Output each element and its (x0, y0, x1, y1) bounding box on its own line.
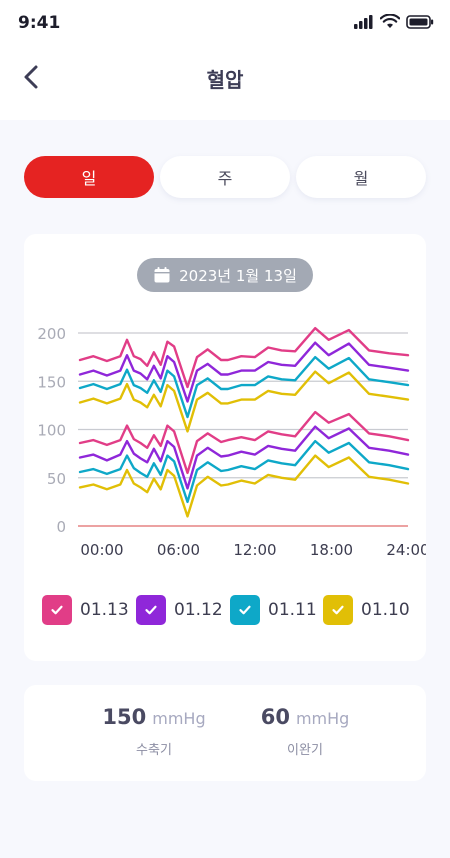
series-line-01.13 (78, 410, 410, 475)
chart-card: 200 150 100 50 0 00:00 06:00 12:00 18:00 24:00 20… (24, 234, 426, 661)
summary-card: 150 mmHg 수축기 60 mmHg 이완기 (24, 685, 426, 781)
legend-item[interactable]: 01.13 (42, 594, 129, 626)
header: 혈압 (0, 48, 450, 120)
y-tick-label: 50 (47, 470, 66, 488)
series-line-01.11 (78, 439, 410, 504)
y-tick-label: 200 (37, 325, 66, 343)
legend-label: 01.11 (268, 600, 317, 620)
status-time: 9:41 (18, 13, 61, 33)
series-line-01.12 (78, 341, 410, 403)
calendar-icon (154, 267, 170, 283)
date-selector[interactable]: 2023년 1월 13일 (137, 258, 313, 292)
signal-icon (354, 14, 373, 29)
series-line-01.13 (78, 326, 410, 389)
y-tick-label: 0 (56, 518, 66, 536)
diastolic-metric: 60 mmHg 이완기 (250, 705, 360, 758)
series-line-01.12 (78, 425, 410, 490)
blood-pressure-chart: 200 150 100 50 0 00:00 06:00 12:00 18:00 24:00 (37, 325, 426, 559)
checkbox-check-icon (332, 605, 344, 615)
diastolic-label: 이완기 (287, 743, 323, 758)
legend-checkbox[interactable] (42, 595, 72, 625)
checkbox-check-icon (51, 605, 63, 615)
x-tick-label: 06:00 (157, 541, 200, 559)
legend-checkbox[interactable] (136, 595, 166, 625)
period-tabs: 일 주 월 (24, 156, 426, 198)
y-tick-label: 100 (37, 422, 66, 440)
date-label: 2023년 1월 13일 (179, 266, 297, 285)
systolic-unit: mmHg (152, 709, 206, 728)
legend-item[interactable]: 01.11 (230, 594, 317, 626)
legend-checkbox[interactable] (230, 595, 260, 625)
y-tick-label: 150 (37, 373, 66, 391)
status-icons (354, 14, 434, 29)
x-tick-label: 12:00 (233, 541, 276, 559)
legend-checkbox[interactable] (323, 595, 353, 625)
systolic-label: 수축기 (136, 743, 172, 758)
legend-item[interactable]: 01.10 (323, 594, 410, 626)
page-title: 혈압 (206, 68, 244, 92)
series-line-01.10 (78, 454, 410, 518)
series-line-01.11 (78, 355, 410, 419)
x-tick-label: 24:00 (386, 541, 426, 559)
checkbox-check-icon (239, 605, 251, 615)
wifi-icon (380, 14, 400, 28)
battery-icon (406, 14, 434, 29)
series-line-01.10 (78, 370, 410, 433)
diastolic-unit: mmHg (295, 709, 350, 728)
legend-item[interactable]: 01.12 (136, 594, 223, 626)
legend-label: 01.12 (174, 600, 223, 620)
back-arrow-icon (24, 65, 38, 89)
systolic-value: 150 (102, 705, 147, 729)
tab-month[interactable]: 월 (296, 156, 426, 198)
legend-label: 01.13 (80, 600, 129, 620)
x-tick-label: 00:00 (80, 541, 123, 559)
systolic-metric: 150 mmHg 수축기 (94, 705, 214, 758)
legend-label: 01.10 (361, 600, 410, 620)
diastolic-value: 60 (260, 705, 290, 729)
tab-day[interactable]: 일 (24, 156, 154, 198)
tab-week[interactable]: 주 (160, 156, 290, 198)
back-button[interactable] (18, 62, 48, 92)
checkbox-check-icon (145, 605, 157, 615)
chart-legend: 01.13 01.12 01.11 01.10 (40, 594, 420, 628)
x-tick-label: 18:00 (310, 541, 353, 559)
status-bar: 9:41 (0, 0, 450, 48)
